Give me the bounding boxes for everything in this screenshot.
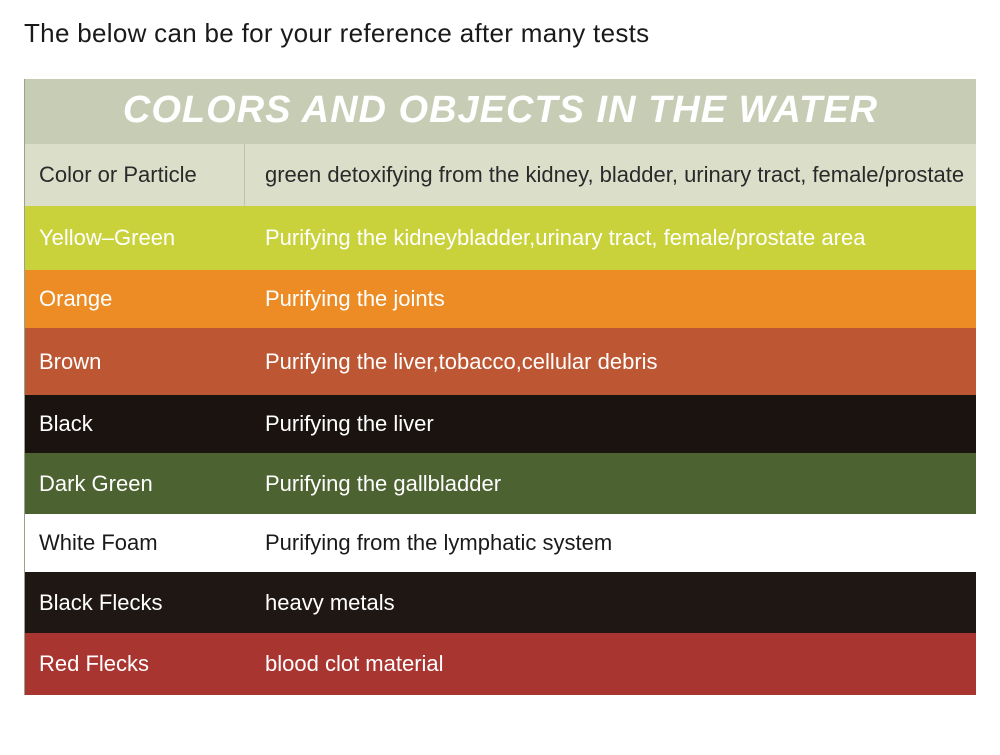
row-description: Purifying the gallbladder (245, 453, 976, 514)
table-row: Yellow–Green Purifying the kidneybladder… (25, 206, 976, 270)
intro-text: The below can be for your reference afte… (24, 18, 976, 49)
row-label: Black (25, 395, 245, 453)
table-row: Red Flecksblood clot material (25, 633, 976, 695)
row-description: Purifying the joints (245, 270, 976, 328)
table-title: COLORS AND OBJECTS IN THE WATER (25, 79, 976, 144)
table-row: Dark GreenPurifying the gallbladder (25, 453, 976, 514)
table-row: BrownPurifying the liver,tobacco,cellula… (25, 328, 976, 395)
row-description: Purifying from the lymphatic system (245, 514, 976, 572)
row-description: Purifying the liver,tobacco,cellular deb… (245, 328, 976, 395)
row-label: Color or Particle (25, 144, 245, 206)
table-rows-container: Color or Particlegreen detoxifying from … (25, 144, 976, 695)
row-description: green detoxifying from the kidney, bladd… (245, 144, 976, 206)
table-row: Color or Particlegreen detoxifying from … (25, 144, 976, 206)
row-description: heavy metals (245, 572, 976, 633)
row-label: Brown (25, 328, 245, 395)
row-description: Purifying the liver (245, 395, 976, 453)
page: The below can be for your reference afte… (0, 0, 1000, 695)
table-row: OrangePurifying the joints (25, 270, 976, 328)
row-description: Purifying the kidneybladder,urinary trac… (245, 206, 976, 270)
row-description: blood clot material (245, 633, 976, 695)
row-label: White Foam (25, 514, 245, 572)
row-label: Orange (25, 270, 245, 328)
color-table: COLORS AND OBJECTS IN THE WATER Color or… (24, 79, 976, 695)
table-row: White FoamPurifying from the lymphatic s… (25, 514, 976, 572)
row-label: Red Flecks (25, 633, 245, 695)
row-label: Black Flecks (25, 572, 245, 633)
row-label: Dark Green (25, 453, 245, 514)
table-row: BlackPurifying the liver (25, 395, 976, 453)
row-label: Yellow–Green (25, 206, 245, 270)
table-row: Black Flecksheavy metals (25, 572, 976, 633)
